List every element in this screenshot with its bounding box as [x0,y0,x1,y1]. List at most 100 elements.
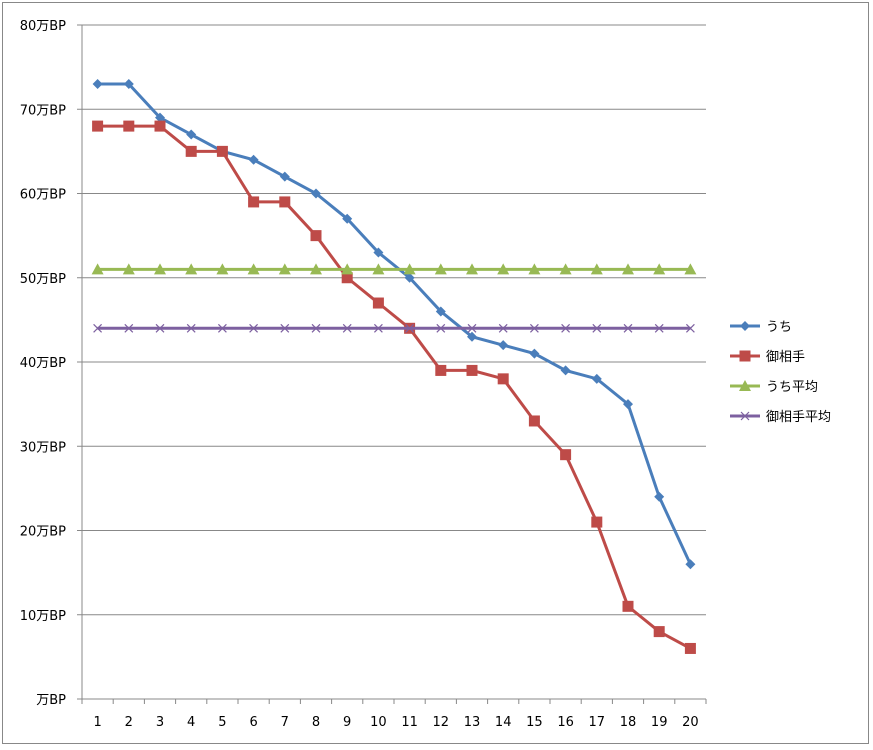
data-point [154,263,166,275]
data-point [341,272,353,284]
data-point [528,415,540,427]
data-point [467,323,477,333]
data-point [654,323,664,333]
data-point [623,323,633,333]
data-point [248,154,259,165]
y-tick-label: 10万BP [20,609,66,624]
x-tick-label: 7 [281,715,289,730]
data-point [92,78,103,89]
legend-marker [740,411,750,421]
data-point [310,263,322,275]
data-point [278,263,291,275]
data-point [467,331,477,342]
data-point [622,600,634,612]
y-tick-label: 万BP [36,693,66,708]
data-point [497,373,509,385]
legend-label: うち平均 [766,380,818,395]
x-tick-label: 3 [156,715,164,730]
data-point [155,112,165,123]
legend-label: うち [766,320,792,335]
x-tick-label: 14 [495,715,512,730]
data-point [685,323,695,333]
legend-label: 御相手平均 [766,410,831,425]
x-tick-label: 20 [682,715,699,730]
data-point [435,364,447,376]
data-point [498,323,508,333]
data-point [529,323,539,333]
data-point [310,230,322,242]
x-tick-label: 11 [401,715,418,730]
data-point [498,340,509,351]
x-tick-label: 6 [249,715,257,730]
data-point [124,323,134,333]
data-point [529,348,540,359]
data-point [560,449,572,461]
data-point [311,188,321,199]
x-tick-label: 17 [589,715,606,730]
data-point [560,365,571,376]
data-point [561,323,571,333]
data-point [684,263,697,275]
x-tick-label: 19 [651,715,668,730]
x-tick-label: 16 [557,715,574,730]
data-point [279,171,290,182]
y-tick-label: 40万BP [20,356,66,371]
y-tick-label: 30万BP [20,440,66,455]
x-tick-label: 9 [343,715,351,730]
data-point [155,323,165,333]
legend-label: 御相手 [766,350,805,365]
data-point [342,213,353,224]
data-point [528,263,541,275]
x-tick-label: 1 [93,715,101,730]
y-tick-label: 60万BP [20,188,66,203]
data-point [591,373,602,384]
data-point [91,263,104,275]
data-point [216,263,229,275]
data-point [653,263,666,275]
data-point [623,399,633,410]
x-tick-label: 5 [218,715,226,730]
data-point [372,297,384,309]
data-point [466,364,478,376]
legend-marker [740,321,750,331]
data-point [559,263,572,275]
data-point [653,626,665,638]
data-point [590,263,603,275]
legend-marker [739,380,751,391]
series-line-1 [97,124,692,650]
data-point [216,145,228,157]
data-point [123,120,135,132]
legend-marker [739,350,751,362]
data-point [373,323,383,333]
data-point [622,263,634,275]
data-point [466,263,478,275]
data-point [434,263,447,275]
data-point [341,263,354,275]
data-point [654,491,665,502]
x-tick-label: 10 [370,715,387,730]
y-tick-label: 70万BP [20,103,66,118]
data-point [373,247,384,258]
data-point [185,145,197,157]
x-tick-label: 2 [125,715,133,730]
y-tick-label: 50万BP [20,272,66,287]
x-tick-label: 13 [464,715,481,730]
data-point [92,120,104,132]
data-point [497,263,510,275]
data-point [154,120,166,132]
data-point [217,323,227,333]
data-point [247,263,260,275]
data-point [342,323,352,333]
x-tick-label: 18 [620,715,637,730]
data-point [403,263,416,275]
x-tick-label: 4 [187,715,195,730]
data-point [123,78,134,89]
y-tick-label: 20万BP [20,525,66,540]
data-point [404,272,415,283]
data-point [311,323,321,333]
data-point [685,559,696,570]
data-point [684,642,696,654]
